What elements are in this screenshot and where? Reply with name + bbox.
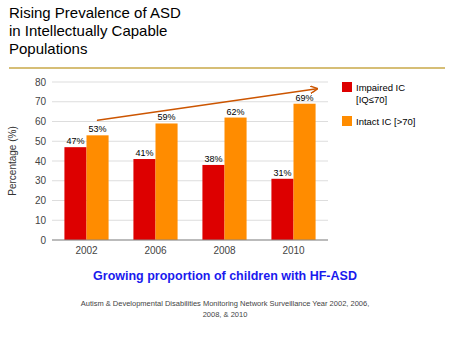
y-tick-label: 30 xyxy=(35,175,47,186)
footnote-line: Autism & Developmental Disabilities Moni… xyxy=(81,299,369,308)
y-axis-label: Percentage (%) xyxy=(7,126,18,195)
x-tick-label: 2008 xyxy=(213,245,236,256)
y-tick-label: 60 xyxy=(35,116,47,127)
bar xyxy=(294,104,316,240)
data-label: 31% xyxy=(273,168,291,178)
data-label: 53% xyxy=(89,124,107,134)
data-label: 41% xyxy=(135,148,153,158)
grid-line xyxy=(52,101,328,102)
grid-line xyxy=(52,121,328,122)
legend-label-line: Impaired IC xyxy=(356,82,405,93)
y-tick-label: 70 xyxy=(35,96,47,107)
grid-line xyxy=(52,240,328,241)
legend: Impaired IC[IQ≤70] Intact IC [>70] xyxy=(342,82,415,127)
y-tick-label: 0 xyxy=(40,235,46,246)
footnote-line: 2008, & 2010 xyxy=(203,310,248,319)
data-label: 69% xyxy=(296,93,314,103)
title-line: Populations xyxy=(9,40,87,57)
data-label: 38% xyxy=(204,154,222,164)
bar xyxy=(87,135,109,240)
legend-swatch xyxy=(342,82,352,92)
y-tick-label: 20 xyxy=(35,195,47,206)
legend-label-line: [IQ≤70] xyxy=(356,94,387,105)
legend-label: Intact IC [>70] xyxy=(356,116,415,127)
x-tick-label: 2010 xyxy=(282,245,305,256)
y-tick-label: 80 xyxy=(35,77,47,88)
title-rule xyxy=(9,67,445,69)
bar xyxy=(64,147,86,240)
y-tick-label: 10 xyxy=(35,215,47,226)
bar xyxy=(202,165,224,240)
legend-label: Impaired IC[IQ≤70] xyxy=(356,82,405,105)
title-line: Rising Prevalence of ASD xyxy=(9,4,181,21)
subtitle: Growing proportion of children with HF-A… xyxy=(93,269,357,283)
bar xyxy=(156,123,178,240)
y-tick-label: 50 xyxy=(35,136,47,147)
legend-swatch xyxy=(342,116,352,126)
footnote: Autism & Developmental Disabilities Moni… xyxy=(81,299,369,319)
grid-line xyxy=(52,82,328,83)
legend-label-line: Intact IC [>70] xyxy=(356,116,415,127)
data-label: 62% xyxy=(227,107,245,117)
title: Rising Prevalence of ASDin Intellectuall… xyxy=(9,4,181,57)
x-tick-label: 2006 xyxy=(144,245,167,256)
bar xyxy=(225,118,247,240)
trend-arrow xyxy=(98,89,317,121)
data-label: 59% xyxy=(158,112,176,122)
x-axis-line xyxy=(52,240,328,241)
x-tick-label: 2002 xyxy=(75,245,98,256)
bars xyxy=(64,104,315,240)
data-label: 47% xyxy=(66,136,84,146)
bar xyxy=(133,159,155,240)
title-line: in Intellectually Capable xyxy=(9,22,167,39)
chart: Rising Prevalence of ASDin Intellectuall… xyxy=(0,0,450,338)
bar xyxy=(271,179,293,240)
y-tick-label: 40 xyxy=(35,156,47,167)
